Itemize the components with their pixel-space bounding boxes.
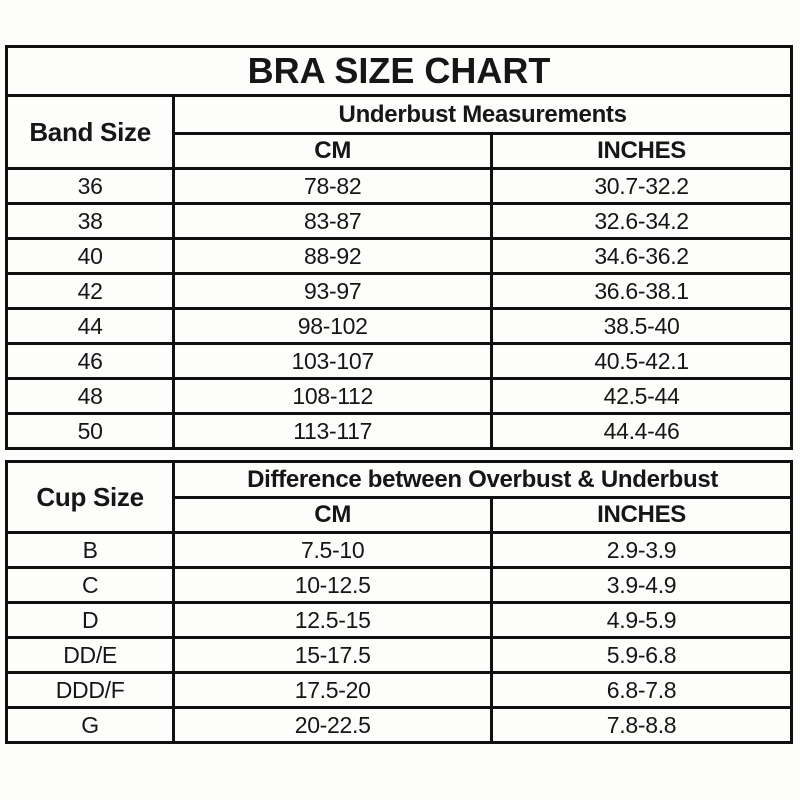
band-inches-header: INCHES [490,132,793,170]
band-group-header-row: Band Size Underbust Measurements [4,94,793,170]
cup-row-dd-e: DD/E 15-17.5 5.9-6.8 [4,636,793,674]
band-cm-header: CM [172,132,494,170]
cup-size-cell: C [4,566,176,604]
band-inches-cell: 36.6-38.1 [490,272,793,310]
band-size-cell: 50 [4,412,176,450]
band-row-48: 48 108-112 42.5-44 [4,377,793,415]
cup-inches-cell: 6.8-7.8 [490,671,793,709]
band-row-50: 50 113-117 44.4-46 [4,412,793,450]
band-row-42: 42 93-97 36.6-38.1 [4,272,793,310]
band-row-36: 36 78-82 30.7-32.2 [4,167,793,205]
cup-group-header-row: Cup Size Difference between Overbust & U… [4,460,793,534]
band-cm-cell: 113-117 [172,412,494,450]
band-size-cell: 36 [4,167,176,205]
cup-row-ddd-f: DDD/F 17.5-20 6.8-7.8 [4,671,793,709]
cup-row-d: D 12.5-15 4.9-5.9 [4,601,793,639]
band-inches-cell: 44.4-46 [490,412,793,450]
cup-size-cell: B [4,531,176,569]
cup-size-cell: D [4,601,176,639]
band-cm-cell: 108-112 [172,377,494,415]
cup-inches-cell: 4.9-5.9 [490,601,793,639]
band-inches-cell: 34.6-36.2 [490,237,793,275]
band-cm-cell: 78-82 [172,167,494,205]
cup-inches-cell: 7.8-8.8 [490,706,793,744]
cup-row-b: B 7.5-10 2.9-3.9 [4,531,793,569]
band-inches-cell: 30.7-32.2 [490,167,793,205]
band-size-cell: 38 [4,202,176,240]
band-size-table: BRA SIZE CHART Band Size Underbust Measu… [4,45,793,450]
band-cm-cell: 98-102 [172,307,494,345]
cup-size-cell: G [4,706,176,744]
title-row: BRA SIZE CHART [5,45,793,97]
band-inches-cell: 32.6-34.2 [490,202,793,240]
chart-title: BRA SIZE CHART [5,45,793,97]
band-row-46: 46 103-107 40.5-42.1 [4,342,793,380]
band-row-40: 40 88-92 34.6-36.2 [4,237,793,275]
cup-inches-cell: 2.9-3.9 [490,531,793,569]
cup-size-header: Cup Size [4,460,176,534]
band-inches-cell: 40.5-42.1 [490,342,793,380]
underbust-measurements-header: Underbust Measurements [172,94,793,135]
band-size-cell: 40 [4,237,176,275]
difference-header: Difference between Overbust & Underbust [172,460,793,499]
cup-cm-cell: 15-17.5 [172,636,494,674]
band-cm-cell: 83-87 [172,202,494,240]
cup-cm-cell: 20-22.5 [172,706,494,744]
cup-row-c: C 10-12.5 3.9-4.9 [4,566,793,604]
band-size-cell: 44 [4,307,176,345]
cup-size-cell: DDD/F [4,671,176,709]
cup-inches-cell: 3.9-4.9 [490,566,793,604]
cup-size-cell: DD/E [4,636,176,674]
cup-inches-cell: 5.9-6.8 [490,636,793,674]
band-inches-cell: 42.5-44 [490,377,793,415]
cup-cm-header: CM [172,496,494,534]
cup-cm-cell: 17.5-20 [172,671,494,709]
cup-unit-header-row: CM INCHES [7,496,793,534]
cup-inches-header: INCHES [490,496,793,534]
cup-cm-cell: 10-12.5 [172,566,494,604]
band-cm-cell: 103-107 [172,342,494,380]
band-unit-header-row: CM INCHES [7,132,793,170]
band-size-cell: 46 [4,342,176,380]
cup-size-table: Cup Size Difference between Overbust & U… [4,460,793,744]
cup-row-g: G 20-22.5 7.8-8.8 [4,706,793,744]
band-cm-cell: 88-92 [172,237,494,275]
band-cm-cell: 93-97 [172,272,494,310]
band-size-cell: 48 [4,377,176,415]
band-size-header: Band Size [4,94,176,170]
band-inches-cell: 38.5-40 [490,307,793,345]
band-row-38: 38 83-87 32.6-34.2 [4,202,793,240]
band-row-44: 44 98-102 38.5-40 [4,307,793,345]
band-size-cell: 42 [4,272,176,310]
cup-cm-cell: 7.5-10 [172,531,494,569]
cup-cm-cell: 12.5-15 [172,601,494,639]
